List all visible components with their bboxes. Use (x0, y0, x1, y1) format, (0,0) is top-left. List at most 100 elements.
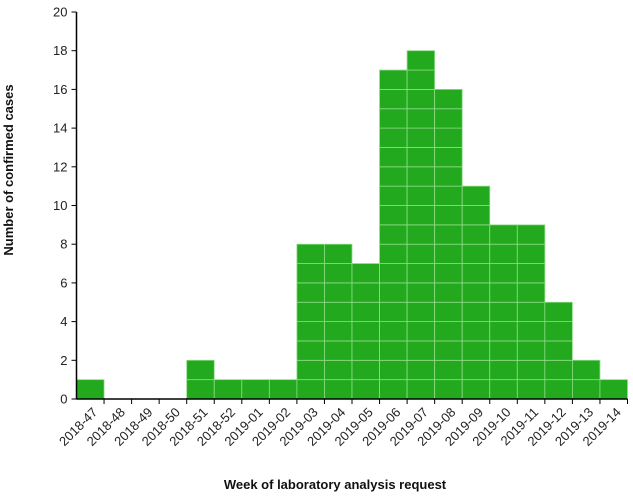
case-cell (351, 282, 380, 303)
case-cell (213, 379, 243, 400)
case-cell (379, 379, 408, 400)
case-cell (434, 243, 463, 264)
y-axis-label: Number of confirmed cases (1, 84, 16, 255)
case-cell (379, 282, 408, 303)
case-cell (379, 224, 408, 245)
case-cell (516, 224, 546, 245)
case-cell (434, 359, 463, 381)
case-cell (434, 321, 463, 342)
case-cell (406, 205, 436, 226)
case-cell (461, 301, 491, 323)
bar-2018-52 (213, 379, 243, 400)
y-tick-label: 0 (60, 392, 67, 407)
case-cell (296, 359, 325, 381)
case-cell (544, 379, 573, 400)
case-cell (379, 359, 408, 381)
case-cell (406, 243, 436, 264)
case-cell (379, 147, 408, 168)
case-cell (434, 166, 463, 187)
case-cell (406, 108, 436, 129)
case-cell (461, 379, 491, 400)
case-cell (379, 340, 408, 361)
case-cell (461, 185, 491, 206)
bar-2018-51 (186, 359, 215, 400)
bar-2019-12 (544, 301, 573, 400)
case-cell (461, 282, 491, 303)
bar-2019-08 (434, 89, 463, 400)
case-cell (489, 340, 518, 361)
case-cell (406, 379, 436, 400)
case-cell (434, 108, 463, 129)
case-cell (489, 359, 518, 381)
y-tick-label: 2 (60, 353, 67, 368)
case-cell (296, 301, 325, 323)
case-cell (461, 321, 491, 342)
case-cell (351, 263, 380, 284)
case-cell (379, 127, 408, 148)
case-cell (379, 166, 408, 187)
y-tick-label: 4 (60, 314, 67, 329)
case-cell (461, 224, 491, 245)
case-cell (296, 321, 325, 342)
case-cell (544, 321, 573, 342)
case-cell (434, 127, 463, 148)
bar-2019-02 (268, 379, 298, 400)
y-tick-label: 14 (53, 121, 67, 136)
case-cell (489, 301, 518, 323)
case-cell (461, 263, 491, 284)
case-cell (516, 282, 546, 303)
case-cell (379, 108, 408, 129)
case-cell (516, 243, 546, 264)
case-cell (324, 263, 353, 284)
case-cell (544, 359, 573, 381)
case-cell (379, 69, 408, 90)
case-cell (324, 301, 353, 323)
case-cell (599, 379, 628, 400)
case-cell (379, 205, 408, 226)
case-cell (544, 340, 573, 361)
case-cell (406, 147, 436, 168)
case-cell (296, 340, 325, 361)
y-tick-label: 18 (53, 43, 67, 58)
case-cell (516, 340, 546, 361)
case-cell (76, 379, 105, 400)
y-tick-label: 10 (53, 198, 67, 213)
case-cell (489, 224, 518, 245)
case-cell (351, 359, 380, 381)
case-cell (379, 301, 408, 323)
case-cell (406, 89, 436, 110)
case-cell (544, 301, 573, 323)
case-cell (379, 185, 408, 206)
case-cell (516, 263, 546, 284)
bar-2019-05 (351, 263, 380, 400)
case-cell (296, 263, 325, 284)
case-cell (434, 205, 463, 226)
case-cell (489, 282, 518, 303)
case-cell (434, 224, 463, 245)
case-cell (324, 359, 353, 381)
case-cell (186, 359, 215, 381)
bar-2019-14 (599, 379, 628, 400)
case-cell (351, 301, 380, 323)
case-cell (461, 359, 491, 381)
case-cell (324, 282, 353, 303)
case-cell (351, 379, 380, 400)
case-cell (406, 340, 436, 361)
case-cell (351, 340, 380, 361)
y-tick-label: 8 (60, 237, 67, 252)
bar-2019-01 (241, 379, 270, 400)
case-cell (406, 69, 436, 90)
case-cell (461, 205, 491, 226)
bar-2019-06 (379, 69, 408, 400)
x-axis-label: Week of laboratory analysis request (224, 477, 447, 492)
case-cell (434, 282, 463, 303)
y-tick-label: 12 (53, 159, 67, 174)
y-tick-label: 16 (53, 82, 67, 97)
case-cell (461, 340, 491, 361)
case-cell (406, 127, 436, 148)
bar-2019-04 (324, 243, 353, 400)
bar-2019-03 (296, 243, 325, 400)
case-cell (516, 301, 546, 323)
bar-2019-07 (406, 50, 436, 400)
